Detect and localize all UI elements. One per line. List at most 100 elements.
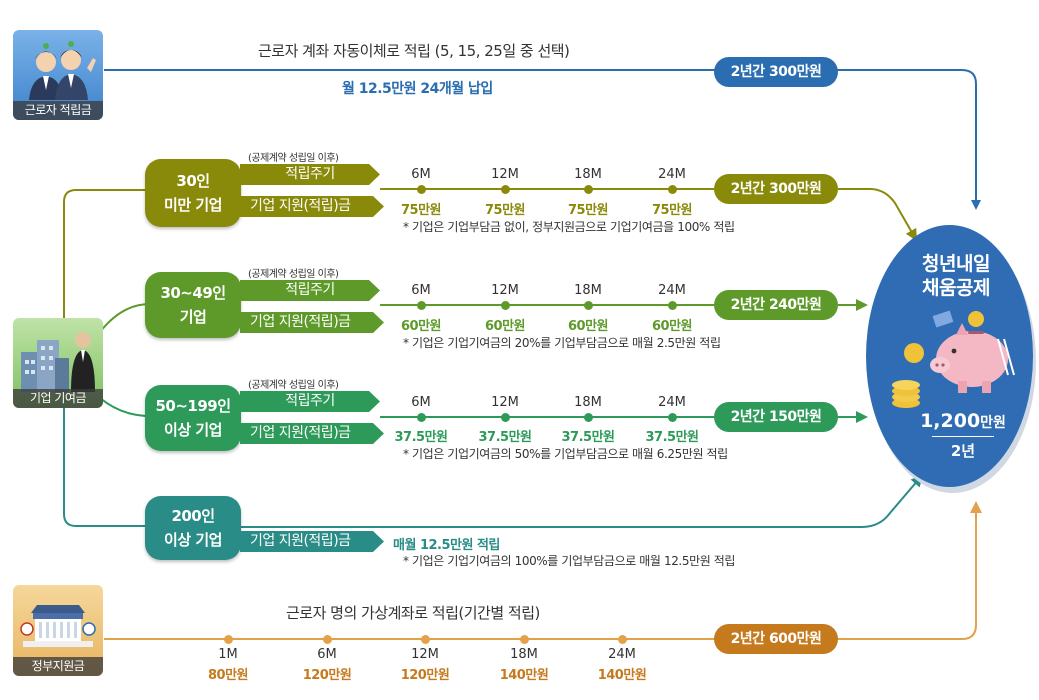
- tier-pre-note: (공제계약 성립일 이후): [248, 380, 339, 391]
- gov-icon-box: 정부지원금: [13, 585, 103, 676]
- company-building-icon: [21, 332, 95, 392]
- tick-label: 6M: [411, 395, 431, 410]
- workers-icon: [29, 41, 96, 100]
- tick-label: 12M: [491, 167, 519, 182]
- amount-label: 37.5만원: [478, 430, 533, 445]
- company-branch-line: [99, 303, 151, 333]
- tier-label: 200인: [171, 507, 215, 525]
- amount-label: 80만원: [207, 668, 249, 683]
- amount-label: 75만원: [567, 203, 609, 218]
- worker-flow-line: [104, 69, 981, 210]
- tick-label: 24M: [658, 167, 686, 182]
- timeline-dot: [583, 184, 593, 194]
- worker-icon-caption: 근로자 적립금: [13, 101, 103, 120]
- tier-pre-note: (공제계약 성립일 이후): [248, 269, 339, 280]
- tier-pre-note: (공제계약 성립일 이후): [248, 153, 339, 164]
- tick-label: 6M: [411, 283, 431, 298]
- worker-subtitle: 월 12.5만원 24개월 납입: [342, 81, 493, 97]
- company-branch-line: [99, 397, 151, 417]
- timeline-dot: [420, 634, 430, 644]
- tick-label: 18M: [574, 167, 602, 182]
- tick-label: 18M: [510, 647, 538, 662]
- amount-label: 37.5만원: [561, 430, 616, 445]
- amount-label: 140만원: [499, 668, 549, 683]
- timeline-dot: [500, 184, 510, 194]
- amount-label: 37.5만원: [645, 430, 700, 445]
- amount-label: 60만원: [400, 319, 442, 334]
- amount-label: 120만원: [302, 668, 352, 683]
- tier-note: * 기업은 기업부담금 없이, 정부지원금으로 기업기여금을 100% 적립: [403, 220, 735, 234]
- timeline-dot: [667, 184, 677, 194]
- worker-total-pill: 2년간 300만원: [714, 57, 838, 87]
- timeline-dot: [416, 412, 426, 422]
- cycle-label: 적립주기: [240, 280, 380, 301]
- tier-total-pill: 2년간 300만원: [714, 174, 838, 204]
- tick-label: 12M: [491, 395, 519, 410]
- tick-label: 24M: [658, 283, 686, 298]
- piggy-bank-icon: [892, 310, 1015, 408]
- tick-label: 12M: [491, 283, 519, 298]
- company-icon-caption: 기업 기여금: [13, 389, 103, 408]
- tier-label: 미만 기업: [164, 196, 222, 214]
- worker-icon-box: 근로자 적립금: [13, 30, 103, 120]
- gov-title: 근로자 명의 가상계좌로 적립(기간별 적립): [286, 604, 540, 622]
- timeline-dot: [223, 634, 233, 644]
- tier-label: 50~199인: [155, 397, 231, 415]
- timeline-dot: [416, 184, 426, 194]
- tier-box-2: 30~49인 기업: [145, 272, 241, 338]
- tier-box-1: 30인 미만 기업: [145, 159, 241, 227]
- timeline-dot: [519, 634, 529, 644]
- result-amount-num: 1,200: [920, 410, 981, 432]
- tick-label: 6M: [317, 647, 337, 662]
- tick-label: 12M: [411, 647, 439, 662]
- amount-label: 75만원: [484, 203, 526, 218]
- timeline-dot: [500, 412, 510, 422]
- tier-label: 30~49인: [160, 284, 226, 302]
- amount-label: 120만원: [400, 668, 450, 683]
- result-title-line: 청년내일: [922, 253, 990, 275]
- result-title: 청년내일 채움공제: [866, 252, 1039, 300]
- result-amount: 1,200만원: [920, 410, 1006, 432]
- tier-label: 이상 기업: [164, 421, 222, 439]
- amount-label: 60만원: [484, 319, 526, 334]
- tier-monthly: 매월 12.5만원 적립: [393, 538, 500, 553]
- tier-note: * 기업은 기업기여금의 100%를 기업부담금으로 매월 12.5만원 적립: [403, 554, 736, 568]
- tier-label: 기업: [179, 308, 207, 326]
- tier-label: 이상 기업: [164, 531, 222, 549]
- tick-label: 24M: [658, 395, 686, 410]
- tier-flow-line: [838, 188, 917, 242]
- tick-label: 18M: [574, 283, 602, 298]
- amount-label: 37.5만원: [394, 430, 449, 445]
- company-branch-line: [63, 392, 145, 527]
- tier-note: * 기업은 기업기여금의 20%를 기업부담금으로 매월 2.5만원 적립: [403, 336, 721, 350]
- timeline-dot: [667, 300, 677, 310]
- timeline-dot: [583, 300, 593, 310]
- support-label: 기업 지원(적립)금: [240, 531, 384, 552]
- result-divider: [932, 436, 994, 437]
- tier-note: * 기업은 기업기여금의 50%를 기업부담금으로 매월 6.25만원 적립: [403, 447, 728, 461]
- support-label: 기업 지원(적립)금: [240, 196, 384, 217]
- timeline-dot: [500, 300, 510, 310]
- timeline-dot: [322, 634, 332, 644]
- amount-label: 75만원: [651, 203, 693, 218]
- gov-total-pill: 2년간 600만원: [714, 624, 838, 654]
- cycle-label: 적립주기: [240, 164, 380, 185]
- amount-label: 60만원: [651, 319, 693, 334]
- result-period: 2년: [950, 442, 976, 460]
- amount-label: 75만원: [400, 203, 442, 218]
- timeline-dot: [583, 412, 593, 422]
- gov-flow-line: [104, 501, 982, 640]
- tick-label: 18M: [574, 395, 602, 410]
- tick-label: 1M: [218, 647, 238, 662]
- tier-box-4: 200인 이상 기업: [145, 496, 241, 560]
- result-title-line: 채움공제: [922, 277, 990, 299]
- tier-box-3: 50~199인 이상 기업: [145, 385, 241, 451]
- government-building-icon: [20, 605, 96, 647]
- timeline-dot: [416, 300, 426, 310]
- result-amount-unit: 만원: [980, 415, 1006, 431]
- support-label: 기업 지원(적립)금: [240, 312, 384, 333]
- tier-flow-line: [238, 474, 923, 528]
- company-icon-box: 기업 기여금: [13, 318, 103, 408]
